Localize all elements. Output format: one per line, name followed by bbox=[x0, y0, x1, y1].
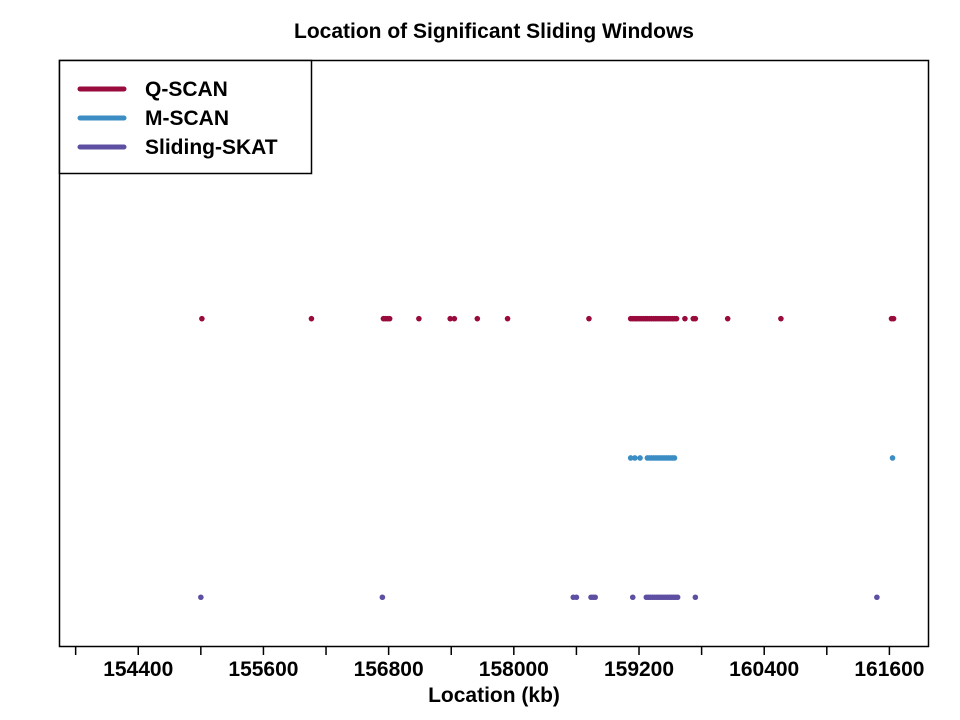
x-tick-label: 156800 bbox=[354, 658, 424, 681]
data-point bbox=[308, 315, 315, 322]
data-point bbox=[890, 315, 897, 322]
data-point bbox=[682, 315, 688, 322]
x-tick-label: 160400 bbox=[729, 658, 799, 681]
x-tick-label: 155600 bbox=[228, 658, 298, 681]
data-point bbox=[889, 455, 896, 461]
legend-label: Sliding-SKAT bbox=[145, 136, 278, 159]
data-point bbox=[592, 594, 598, 601]
series-2 bbox=[198, 594, 880, 601]
data-point bbox=[724, 315, 731, 322]
x-tick-label: 154400 bbox=[103, 658, 173, 681]
data-point bbox=[778, 315, 784, 322]
data-point bbox=[504, 315, 511, 322]
series-0 bbox=[199, 315, 897, 322]
data-point bbox=[198, 594, 204, 601]
data-point bbox=[386, 315, 393, 322]
data-point bbox=[632, 455, 638, 461]
data-point bbox=[416, 315, 422, 322]
data-point bbox=[627, 455, 634, 461]
data-point bbox=[199, 315, 205, 322]
x-tick-label: 159200 bbox=[604, 658, 674, 681]
data-point bbox=[692, 315, 699, 322]
data-point bbox=[379, 594, 386, 601]
data-point bbox=[451, 315, 458, 322]
chart-title: Location of Significant Sliding Windows bbox=[294, 20, 694, 43]
data-point bbox=[674, 594, 681, 601]
data-points bbox=[198, 315, 897, 601]
data-point bbox=[629, 594, 636, 601]
data-point bbox=[447, 315, 453, 322]
series-1 bbox=[627, 455, 896, 461]
data-point bbox=[637, 455, 643, 461]
x-tick-label: 161600 bbox=[854, 658, 924, 681]
data-point bbox=[874, 594, 880, 601]
x-axis-label: Location (kb) bbox=[428, 684, 560, 707]
plot-frame bbox=[58, 59, 930, 648]
data-point bbox=[671, 455, 678, 461]
data-point bbox=[692, 594, 699, 601]
legend-label: Q-SCAN bbox=[145, 78, 228, 101]
data-point bbox=[586, 315, 592, 322]
x-tick-label: 158000 bbox=[479, 658, 549, 681]
x-axis: 154400 155600 156800 158000 159200 160400 1616… bbox=[74, 646, 924, 681]
data-point bbox=[673, 315, 680, 322]
legend-label: M-SCAN bbox=[145, 107, 229, 130]
legend: Q-SCAN M-SCAN Sliding-SKAT bbox=[58, 59, 313, 175]
data-point bbox=[573, 594, 580, 601]
data-point bbox=[474, 315, 481, 322]
